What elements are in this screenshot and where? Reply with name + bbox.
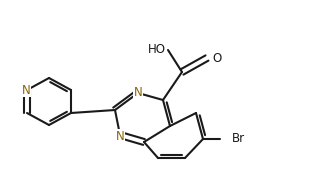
Text: N: N [134,85,143,98]
Text: N: N [21,83,30,97]
Text: O: O [212,51,221,65]
Text: HO: HO [148,43,166,56]
Text: Br: Br [232,132,245,145]
Text: N: N [116,130,125,142]
